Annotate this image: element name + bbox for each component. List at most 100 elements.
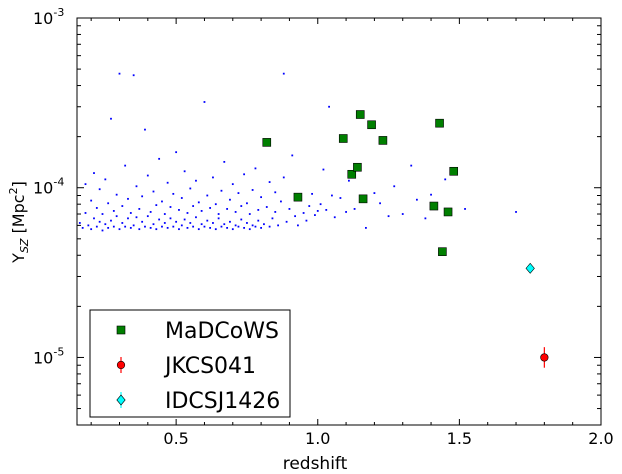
cluster-point (200, 223, 203, 226)
cluster-point (212, 176, 214, 179)
cluster-point (155, 204, 158, 207)
madcows-point (338, 134, 348, 143)
cluster-point (186, 226, 189, 229)
cluster-point (214, 228, 217, 231)
cluster-point (515, 211, 517, 213)
cluster-point (118, 72, 121, 75)
cluster-point (209, 226, 212, 229)
x-tick-label: 1.5 (447, 429, 472, 448)
cluster-point (246, 222, 248, 224)
cluster-point (254, 225, 257, 228)
axis-tick-labels: 0.5 1.0 1.5 2.0 10-3 10-4 10-5 (33, 6, 614, 448)
cluster-point (379, 202, 381, 205)
cluster-point (237, 225, 240, 228)
cluster-point (121, 222, 124, 224)
cluster-point (169, 217, 172, 220)
cluster-point (314, 214, 316, 216)
cluster-point (107, 202, 110, 205)
cluster-point (104, 223, 107, 226)
cluster-point (161, 225, 163, 228)
cluster-point (297, 224, 299, 227)
cluster-point (84, 183, 87, 186)
y-axis-label-main: Y (9, 253, 28, 264)
y-axis-label-close: ] (9, 181, 28, 187)
cluster-point (172, 225, 175, 228)
cluster-point (282, 72, 285, 75)
cluster-point (124, 225, 127, 228)
data-points-layer (78, 72, 549, 368)
legend-label-jkcs041: JKCS041 (163, 354, 256, 379)
cluster-point (95, 207, 98, 209)
cluster-point (175, 151, 178, 154)
cluster-point (302, 212, 305, 214)
cluster-point (158, 218, 161, 221)
cluster-point (282, 176, 285, 179)
cluster-point (260, 226, 263, 229)
cluster-point (345, 211, 347, 213)
cluster-point (180, 224, 183, 227)
cluster-point (110, 117, 112, 120)
cluster-point (251, 224, 254, 227)
cluster-point (135, 185, 138, 188)
cluster-point (183, 170, 186, 173)
cluster-point (223, 223, 226, 226)
cluster-point (226, 226, 229, 229)
cluster-point (93, 217, 95, 220)
x-tick-label: 0.5 (163, 429, 188, 448)
cluster-point (138, 228, 141, 231)
cluster-point (285, 220, 288, 223)
cluster-point (172, 192, 175, 195)
cluster-point (107, 226, 110, 229)
cluster-point (203, 101, 206, 103)
cluster-point (271, 217, 274, 220)
cluster-point (288, 208, 291, 210)
cluster-point (138, 208, 141, 210)
cluster-point (166, 181, 169, 184)
madcows-point (355, 110, 365, 119)
cluster-point (158, 157, 161, 160)
cluster-point (144, 225, 146, 228)
cluster-point (169, 206, 172, 208)
cluster-point (274, 191, 277, 194)
cluster-point (444, 178, 447, 181)
cluster-point (415, 198, 418, 201)
cluster-point (141, 195, 144, 198)
y-axis-label: YSZ [Mpc2] (7, 181, 31, 264)
y-axis-label-subscript: SZ (18, 238, 31, 253)
cluster-point (166, 226, 169, 229)
cluster-point (243, 226, 246, 229)
cluster-point (220, 225, 223, 228)
cluster-point (291, 154, 294, 157)
cluster-point (265, 206, 268, 208)
cluster-point (163, 213, 166, 215)
cluster-point (178, 228, 180, 231)
cluster-point (135, 216, 138, 219)
cluster-point (328, 105, 330, 108)
cluster-point (316, 210, 319, 212)
cluster-point (268, 225, 271, 228)
madcows-point (262, 138, 272, 147)
cluster-point (240, 218, 243, 221)
cluster-point (195, 216, 197, 219)
cluster-point (144, 128, 146, 131)
cluster-point (95, 225, 98, 228)
cluster-point (223, 160, 226, 163)
cluster-point (237, 192, 240, 194)
cluster-point (155, 228, 158, 231)
cluster-point (248, 213, 251, 215)
cluster-point (112, 210, 115, 212)
cluster-point (87, 224, 90, 227)
cluster-point (90, 228, 93, 231)
cluster-point (274, 211, 277, 213)
cluster-point (192, 225, 195, 228)
cluster-point (226, 208, 229, 210)
x-tick-label: 1.0 (305, 429, 330, 448)
cluster-point (263, 223, 265, 226)
cluster-point (149, 211, 152, 213)
cluster-point (319, 203, 322, 206)
legend-marker-idcsj1426 (116, 394, 126, 406)
cluster-point (217, 217, 220, 220)
cluster-point (152, 190, 155, 193)
cluster-point (203, 225, 206, 228)
cluster-point (410, 164, 413, 167)
